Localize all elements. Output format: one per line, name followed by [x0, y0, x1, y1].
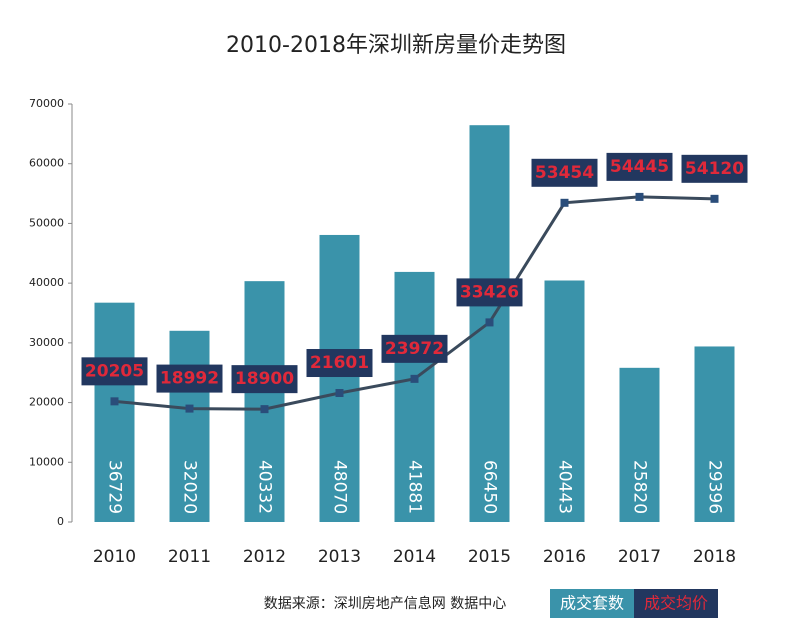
line-marker — [110, 397, 119, 406]
bar — [169, 330, 210, 522]
bar — [244, 281, 285, 522]
line-value-label: 21601 — [310, 353, 369, 373]
x-tick-label: 2016 — [543, 547, 586, 567]
y-tick-label: 10000 — [29, 455, 64, 468]
y-tick-label: 0 — [57, 515, 64, 528]
bar — [394, 271, 435, 522]
bar-value-label: 41881 — [405, 460, 425, 514]
value-label-box — [306, 349, 373, 378]
bar-value-label: 48070 — [330, 460, 350, 514]
y-tick-label: 20000 — [29, 396, 64, 409]
x-tick-label: 2014 — [393, 547, 436, 567]
x-tick-label: 2011 — [168, 547, 211, 567]
bar — [619, 367, 660, 522]
bar — [319, 234, 360, 522]
line-value-label: 54120 — [685, 159, 744, 179]
line-marker — [560, 198, 569, 207]
value-label-box — [381, 334, 448, 363]
line-value-label: 54445 — [610, 157, 669, 177]
line-marker — [260, 405, 269, 414]
bar-value-label: 36729 — [105, 460, 125, 514]
bar-value-label: 29396 — [705, 460, 725, 514]
legend-box — [634, 589, 718, 618]
bar-value-label: 40443 — [555, 460, 575, 514]
y-tick-label: 40000 — [29, 276, 64, 289]
line-value-label: 18900 — [235, 369, 294, 389]
line-marker — [710, 194, 719, 203]
y-tick-label: 50000 — [29, 216, 64, 229]
line-marker — [485, 318, 494, 327]
bar-value-label: 66450 — [480, 460, 500, 514]
x-tick-label: 2017 — [618, 547, 661, 567]
x-tick-label: 2010 — [93, 547, 136, 567]
y-tick-label: 60000 — [29, 157, 64, 170]
y-tick-label: 70000 — [29, 97, 64, 110]
line-marker — [185, 404, 194, 413]
value-label-box — [231, 365, 298, 394]
value-label-box — [531, 158, 598, 187]
line-value-label: 18992 — [160, 369, 219, 389]
line-value-label: 53454 — [535, 163, 594, 183]
chart-title: 2010-2018年深圳新房量价走势图 — [226, 33, 566, 58]
bar — [544, 280, 585, 522]
legend-label: 成交均价 — [644, 594, 708, 613]
source-note: 数据来源：深圳房地产信息网 数据中心 — [264, 595, 506, 612]
bar-value-label: 25820 — [630, 460, 650, 514]
x-tick-label: 2018 — [693, 547, 736, 567]
value-label-box — [156, 364, 223, 393]
x-tick-label: 2013 — [318, 547, 361, 567]
bar-value-label: 32020 — [180, 460, 200, 514]
x-tick-label: 2015 — [468, 547, 511, 567]
legend-label: 成交套数 — [560, 594, 624, 613]
line-value-label: 20205 — [85, 361, 144, 381]
line-marker — [410, 374, 419, 383]
line-marker — [335, 389, 344, 398]
bar-value-label: 40332 — [255, 460, 275, 514]
y-tick-label: 30000 — [29, 336, 64, 349]
line-value-label: 33426 — [460, 282, 519, 302]
value-label-box — [81, 357, 148, 386]
bar — [694, 346, 735, 522]
value-label-box — [456, 278, 523, 307]
x-tick-label: 2012 — [243, 547, 286, 567]
line-marker — [635, 192, 644, 201]
legend-box — [550, 589, 634, 618]
value-label-box — [681, 154, 748, 183]
value-label-box — [606, 152, 673, 181]
line-value-label: 23972 — [385, 339, 444, 359]
bar — [94, 302, 135, 522]
